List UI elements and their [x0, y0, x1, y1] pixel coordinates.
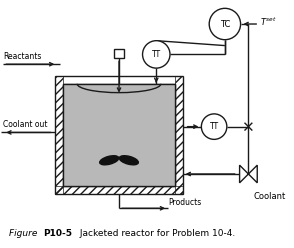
Ellipse shape — [119, 156, 138, 165]
Circle shape — [209, 8, 240, 40]
Polygon shape — [240, 165, 257, 183]
Text: TT: TT — [152, 50, 161, 59]
Text: Reactants: Reactants — [3, 52, 42, 61]
Bar — [55, 186, 183, 194]
Ellipse shape — [100, 156, 119, 165]
Text: Jacketed reactor for Problem 10-4.: Jacketed reactor for Problem 10-4. — [77, 229, 235, 238]
Text: Coolant: Coolant — [253, 192, 285, 201]
Text: Products: Products — [168, 198, 201, 207]
Bar — [55, 76, 63, 194]
Text: Figure: Figure — [9, 229, 41, 238]
Circle shape — [143, 41, 170, 68]
Text: P10-5: P10-5 — [44, 229, 73, 238]
Text: TC: TC — [220, 20, 230, 29]
Bar — [114, 49, 124, 58]
Text: Coolant out: Coolant out — [3, 121, 48, 129]
Text: $T^{set}$: $T^{set}$ — [260, 16, 277, 28]
Text: TT: TT — [210, 122, 219, 131]
Bar — [63, 84, 175, 186]
Circle shape — [201, 114, 227, 139]
Bar — [175, 76, 183, 194]
